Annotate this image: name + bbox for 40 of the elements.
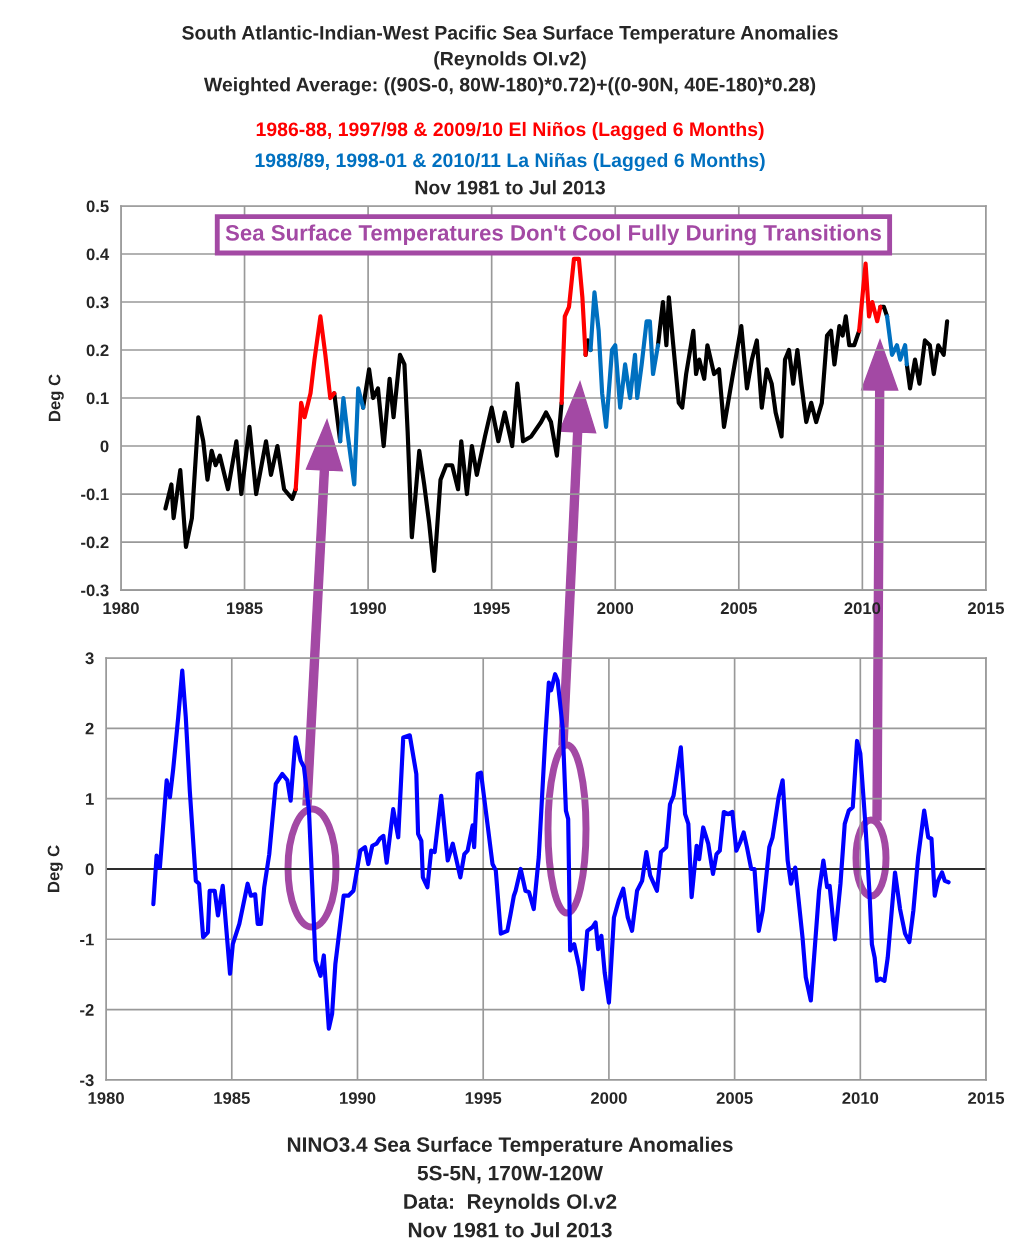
y-tick-label: -0.2 (81, 536, 109, 549)
y-tick-label: 2 (85, 722, 94, 735)
y-tick-label: 0.1 (86, 392, 109, 405)
text: NINO3.4 Sea Surface Temperature Anomalies 5S-5N, 170W-120W Data: Reynolds OI.v2 Nov 1981 to Jul 2013 (287, 1136, 733, 1238)
y-tick-label: 0.5 (86, 200, 109, 213)
x-tick-label: 1980 (103, 602, 139, 615)
text: 1986-88, 1997/98 & 2009/10 El Niños (Lagged 6 Months) (256, 121, 764, 141)
x-tick-label: 2000 (590, 1092, 627, 1104)
y-tick-label: 0 (85, 863, 94, 876)
x-tick-label: 1990 (350, 602, 386, 615)
x-tick-label: 2015 (967, 602, 1005, 615)
x-tick-label: 2000 (597, 602, 634, 615)
x-tick-label: 1985 (227, 602, 263, 615)
y-tick-label: 0.3 (86, 296, 109, 309)
x-tick-label: 1985 (214, 1092, 250, 1104)
y-axis-title: Deg C (48, 374, 64, 421)
line-series (151, 668, 951, 1031)
y-tick-label: -0.1 (81, 488, 109, 501)
y-tick-label: -1 (80, 933, 94, 946)
chart-title: South Atlantic-Indian-West Pacific Sea Surface Temperature Anomalies (Reynolds OI.v2) Weighted Average: ((90S-0, 80W-180)*0.72)+((0-90N, 40E-180)*0.28) (182, 25, 838, 96)
x-tick-label: 1995 (465, 1092, 502, 1104)
x-tick-label: 1980 (88, 1092, 124, 1104)
x-tick-label: 2015 (968, 1092, 1005, 1104)
y-tick-label: -3 (80, 1074, 94, 1087)
annotation: Sea Surface Temperatures Don't Cool Fully During Transitions (225, 224, 881, 246)
x-tick-label: 2005 (720, 602, 757, 615)
x-tick-label: 1995 (474, 602, 510, 615)
y-axis-title: Deg C (47, 845, 63, 892)
text: 1988/89, 1998-01 & 2010/11 La Niñas (Lagged 6 Months) (255, 152, 765, 172)
x-tick-label: 2005 (716, 1092, 753, 1104)
y-tick-label: 0.2 (86, 344, 109, 357)
y-tick-label: 3 (85, 652, 94, 665)
y-tick-label: 1 (86, 793, 94, 805)
y-tick-label: 0 (100, 440, 109, 453)
y-tick-label: -0.3 (81, 584, 109, 597)
x-tick-label: 2010 (842, 1092, 879, 1104)
x-tick-label: 1990 (340, 1092, 376, 1104)
y-tick-label: -2 (80, 1004, 94, 1016)
chart-subtitle: Nov 1981 to Jul 2013 (415, 180, 605, 195)
y-tick-label: 0.4 (86, 248, 110, 261)
